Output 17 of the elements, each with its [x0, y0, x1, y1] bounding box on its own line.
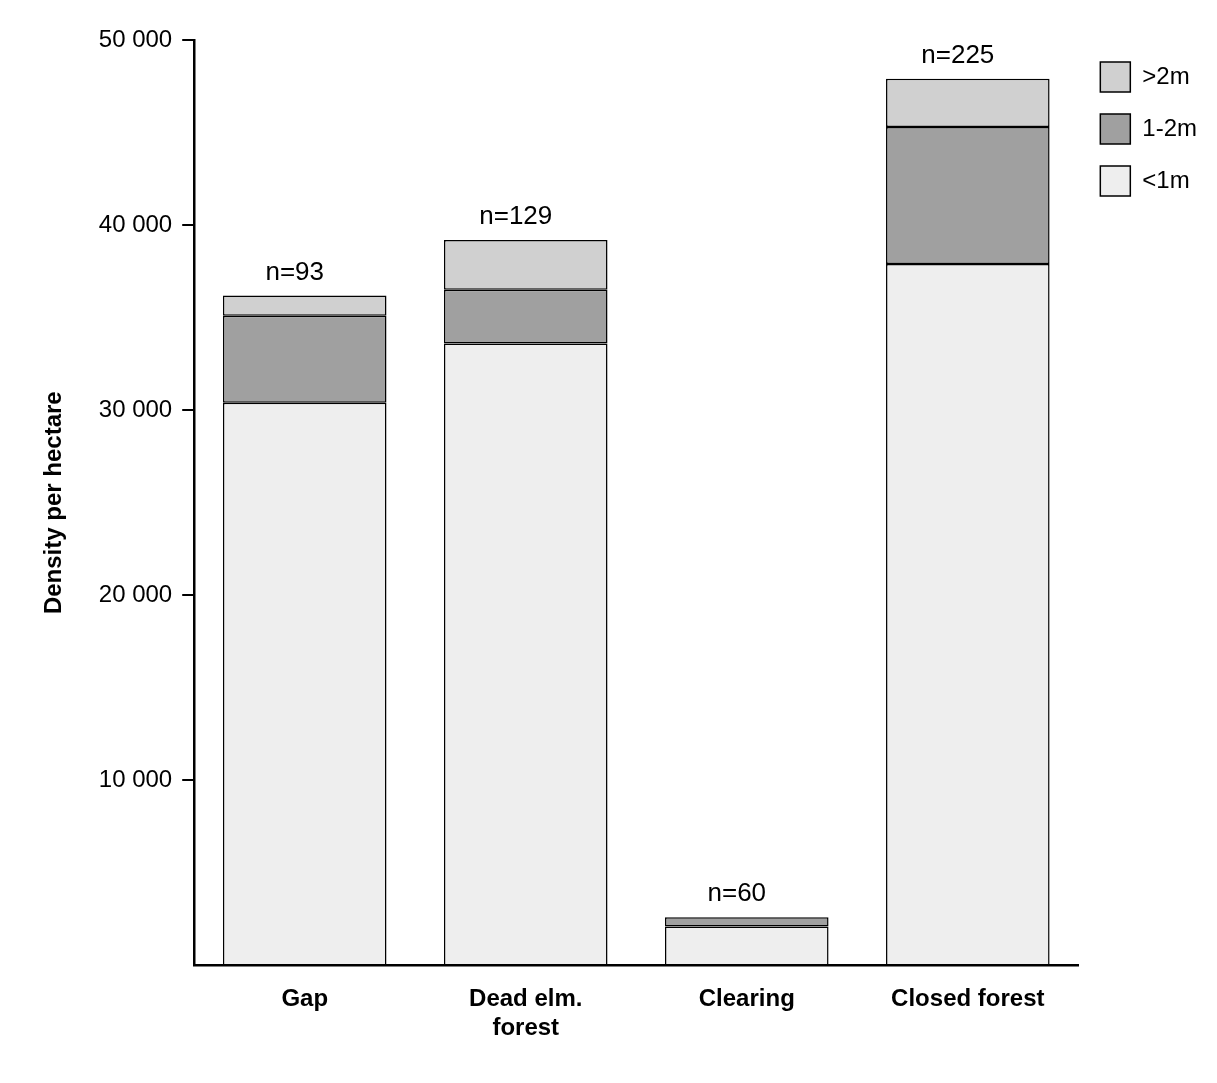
- annotation: n=60: [707, 877, 767, 908]
- x-tick-label: Closed forest: [891, 984, 1045, 1012]
- y-tick-label: 50 000: [98, 24, 173, 52]
- y-tick-label: 30 000: [98, 394, 173, 422]
- annotation: n=129: [479, 200, 553, 231]
- x-tick-label: Clearing: [698, 984, 795, 1012]
- y-tick-label: 40 000: [98, 209, 173, 237]
- x-tick-label: Dead elm. forest: [469, 984, 583, 1041]
- y-tick-label: 10 000: [98, 764, 173, 792]
- legend-label: <1m: [1142, 165, 1190, 193]
- y-axis-title: Density per hectare: [39, 391, 67, 615]
- x-tick-label: Gap: [281, 984, 329, 1012]
- legend-label: 1-2m: [1142, 113, 1198, 141]
- annotation: n=225: [921, 39, 995, 70]
- legend-label: >2m: [1142, 61, 1190, 89]
- annotation: n=93: [265, 255, 325, 286]
- y-tick-label: 20 000: [98, 579, 173, 607]
